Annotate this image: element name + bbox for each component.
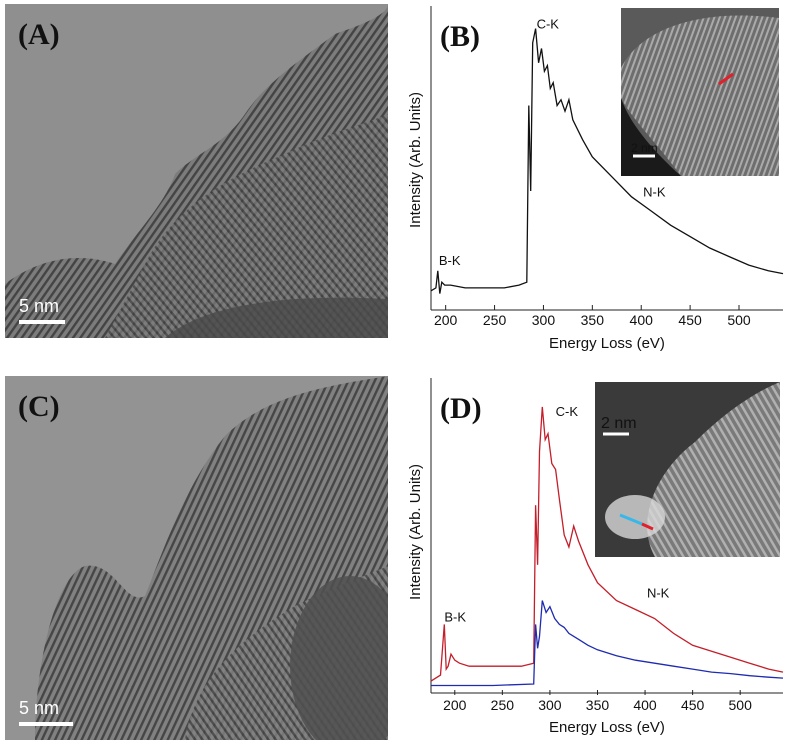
x-tick-label: 250 [483,312,507,328]
spectrum-series-1 [431,600,784,687]
inset-scalebar-b-label: 2 nm [631,141,658,155]
tem-image-c: 5 nm [5,376,388,740]
y-axis-title-b: Intensity (Arb. Units) [407,92,424,228]
x-tick-label: 200 [434,312,458,328]
x-tick-label: 500 [729,697,753,713]
edge-label-n-k: N-K [643,185,666,200]
panel-a-tem-image: 5 nm [5,4,388,338]
spectrum-plot-d: Intensity (Arb. Units) Energy Loss (eV) … [407,378,784,736]
scalebar-c-label: 5 nm [19,698,59,718]
inset-image-d: 2 nm [595,382,780,557]
edge-label-b-k: B-K [444,609,466,624]
tem-image-a: 5 nm [5,4,388,338]
x-tick-label: 300 [538,697,562,713]
panel-label-b: (B) [440,20,480,53]
panel-b-spectrum: Intensity (Arb. Units) Energy Loss (eV) … [395,0,790,360]
spectrum-series-0 [430,406,784,682]
x-tick-label: 350 [586,697,610,713]
y-axis-title-d: Intensity (Arb. Units) [407,464,424,600]
x-tick-label: 350 [581,312,605,328]
spectrum-plot-b: Intensity (Arb. Units) Energy Loss (eV) … [407,6,784,352]
panel-d-spectrum: Intensity (Arb. Units) Energy Loss (eV) … [395,372,790,745]
line-scan-marker-d-red [641,522,654,531]
x-tick-label: 200 [443,697,467,713]
edge-label-c-k: C-K [556,404,579,419]
x-tick-label: 450 [681,697,705,713]
panel-label-a: (A) [18,18,60,51]
panel-c-tem-image: 5 nm [5,376,388,740]
panel-label-d: (D) [440,392,482,425]
x-tick-label: 500 [727,312,751,328]
x-tick-label: 300 [532,312,556,328]
x-tick-label: 400 [630,312,654,328]
x-axis-title-b: Energy Loss (eV) [549,335,665,352]
panel-label-c: (C) [18,390,60,423]
line-scan-marker-d-blue [619,513,643,526]
edge-label-n-k: N-K [647,586,670,601]
x-axis-title-d: Energy Loss (eV) [549,719,665,736]
line-scan-marker-b [718,72,734,86]
spectrum-series-0 [430,28,784,294]
inset-scalebar-d-label: 2 nm [601,415,637,432]
x-tick-label: 400 [633,697,657,713]
edge-label-b-k: B-K [439,253,461,268]
inset-image-b: 2 nm [621,8,779,176]
scalebar-a-label: 5 nm [19,296,59,316]
edge-label-c-k: C-K [537,17,560,32]
x-tick-label: 450 [678,312,702,328]
x-tick-label: 250 [491,697,515,713]
